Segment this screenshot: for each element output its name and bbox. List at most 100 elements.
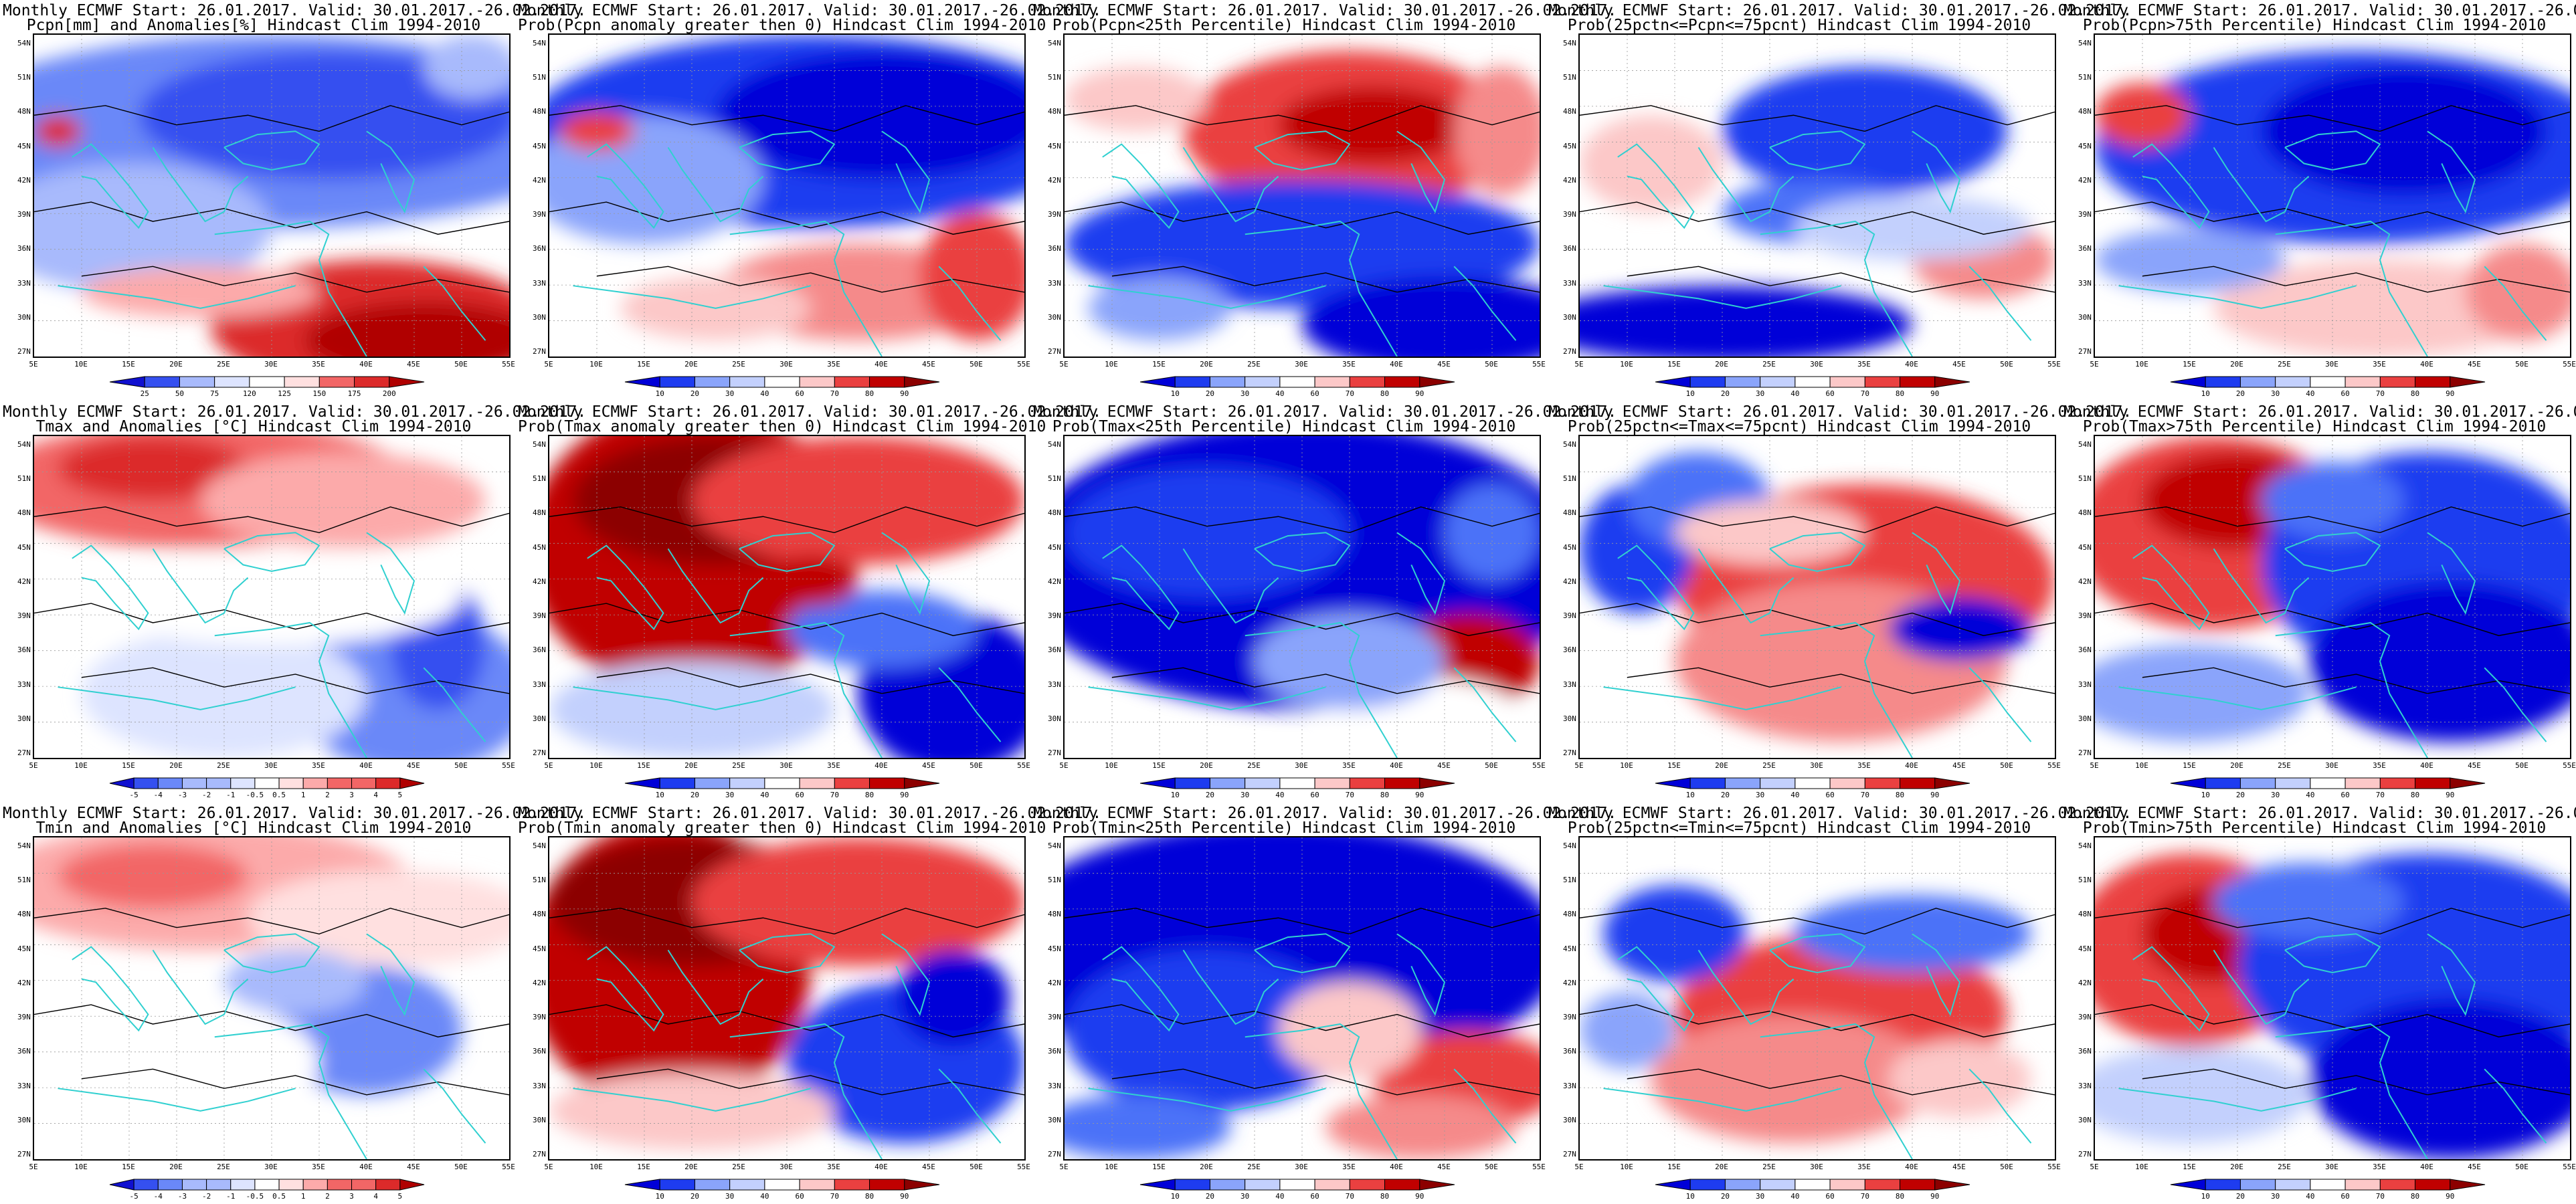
lat-tick-label: 30N: [2078, 312, 2092, 322]
contour-line: [549, 1004, 1024, 1037]
colorbar: [1139, 1179, 1455, 1191]
lon-tick-label: 50E: [454, 761, 468, 770]
colorbar-swatch: [799, 376, 835, 388]
lat-tick-label: 33N: [1563, 680, 1576, 689]
coastline: [1182, 949, 1279, 1025]
colorbar-tick-label: 60: [1825, 389, 1835, 398]
coastline: [2427, 933, 2476, 1017]
lon-tick-label: 45E: [2468, 761, 2481, 770]
contour-line: [2095, 201, 2570, 235]
lat-tick-label: 48N: [17, 107, 31, 116]
colorbar-tick-label: 40: [2306, 791, 2315, 799]
lon-tick-label: 25E: [1247, 360, 1261, 369]
colorbar-swatch: [729, 1179, 765, 1191]
coastline: [1245, 1023, 1398, 1159]
coastline: [1617, 946, 1695, 1032]
coastline: [1617, 143, 1695, 229]
coastline: [2132, 544, 2210, 631]
colorbar-swatch: [230, 777, 256, 789]
lat-tick-label: 27N: [17, 1150, 31, 1159]
lat-tick-label: 30N: [1048, 714, 1061, 723]
contour-line: [1627, 667, 2055, 694]
colorbar-tick-label: 5: [397, 791, 403, 799]
field-region: [1065, 67, 1207, 132]
lat-tick-label: 27N: [1563, 1150, 1576, 1159]
field-region: [692, 837, 1024, 967]
contour-line: [2142, 266, 2570, 293]
colorbar-tick-label: -4: [153, 1192, 163, 1201]
coastline: [2132, 946, 2210, 1032]
colorbar-swatch: [230, 1179, 256, 1191]
colorbar-swatch: [2450, 777, 2486, 789]
lon-tick-label: 45E: [1437, 1163, 1451, 1171]
colorbar-tick-label: 90: [900, 791, 909, 799]
lon-tick-label: 25E: [1762, 761, 1776, 770]
lat-tick-label: 42N: [533, 978, 546, 987]
colorbar-tick-label: -2: [201, 791, 211, 799]
lat-tick-label: 39N: [1563, 1013, 1576, 1022]
colorbar-swatch: [2205, 376, 2241, 388]
map-panel: Monthly ECMWF Start: 26.01.2017. Valid: …: [518, 1, 1101, 398]
panel-title: Monthly ECMWF Start: 26.01.2017. Valid: …: [1033, 805, 1617, 822]
map-panel: Monthly ECMWF Start: 26.01.2017. Valid: …: [1033, 1, 1617, 398]
colorbar-tick-label: 40: [760, 389, 769, 398]
lat-tick-label: 45N: [1048, 141, 1061, 150]
colorbar-swatch: [1139, 1179, 1176, 1191]
colorbar-swatch: [869, 777, 905, 789]
colorbar: [109, 1179, 425, 1191]
colorbar-tick-label: 10: [1685, 791, 1695, 799]
contour-line: [1065, 201, 1540, 235]
colorbar-swatch: [1760, 376, 1796, 388]
contour-line: [1065, 105, 1540, 132]
lat-tick-label: 51N: [2078, 73, 2092, 82]
coastline: [214, 220, 367, 357]
colorbar-swatch: [1689, 777, 1726, 789]
contour-line: [2095, 1004, 2570, 1037]
colorbar-swatch: [2310, 376, 2346, 388]
coastline: [1603, 1088, 1841, 1112]
contour-line: [81, 1068, 509, 1096]
colorbar-swatch: [1419, 376, 1455, 388]
panel-subtitle: Prob(Tmin<25th Percentile) Hindcast Clim…: [1052, 819, 1516, 837]
panel-subtitle: Prob(25pctn<=Tmin<=75pcnt) Hindcast Clim…: [1567, 819, 2031, 837]
map-area: [33, 33, 511, 358]
colorbar-tick-label: 10: [655, 791, 664, 799]
colorbar-tick-label: 70: [830, 1192, 839, 1201]
lon-tick-label: 10E: [2135, 761, 2148, 770]
colorbar-swatch: [2239, 1179, 2276, 1191]
lat-tick-label: 39N: [1563, 210, 1576, 219]
colorbar-tick-label: 2: [325, 1192, 330, 1201]
panel-title: Monthly ECMWF Start: 26.01.2017. Valid: …: [2063, 403, 2576, 421]
lat-tick-label: 27N: [1563, 748, 1576, 757]
colorbar-tick-label: 20: [1205, 389, 1215, 398]
lon-tick-label: 20E: [2230, 1163, 2243, 1171]
lat-tick-label: 48N: [1048, 107, 1061, 116]
lon-tick-label: 5E: [29, 1163, 38, 1171]
colorbar-swatch: [1934, 777, 1970, 789]
colorbar-tick-label: 75: [210, 389, 219, 398]
lat-tick-label: 48N: [533, 508, 546, 518]
colorbar-swatch: [1934, 376, 1970, 388]
coastline: [1912, 933, 1961, 1017]
colorbar-tick-label: 90: [1930, 791, 1940, 799]
colorbar-swatch: [1245, 1179, 1281, 1191]
colorbar: [1139, 376, 1455, 388]
field-region: [919, 211, 1024, 340]
panel-title: Monthly ECMWF Start: 26.01.2017. Valid: …: [3, 2, 587, 19]
lon-tick-label: 35E: [2373, 360, 2386, 369]
colorbar-tick-label: 0.5: [272, 1192, 286, 1201]
lat-tick-label: 45N: [533, 141, 546, 150]
contour-line: [2095, 506, 2570, 534]
map-area: [1578, 435, 2056, 759]
lat-tick-label: 48N: [1563, 508, 1576, 518]
colorbar-tick-label: 10: [1170, 1192, 1180, 1201]
field-region: [1278, 86, 1469, 164]
colorbar-swatch: [2450, 1179, 2486, 1191]
colorbar-tick-label: 40: [760, 791, 769, 799]
lat-tick-label: 45N: [2078, 141, 2092, 150]
coastline: [1088, 285, 1326, 309]
colorbar-tick-label: 80: [1895, 791, 1905, 799]
colorbar-tick-label: 60: [1825, 791, 1835, 799]
lat-tick-label: 36N: [1563, 244, 1576, 254]
coastline: [58, 285, 296, 309]
